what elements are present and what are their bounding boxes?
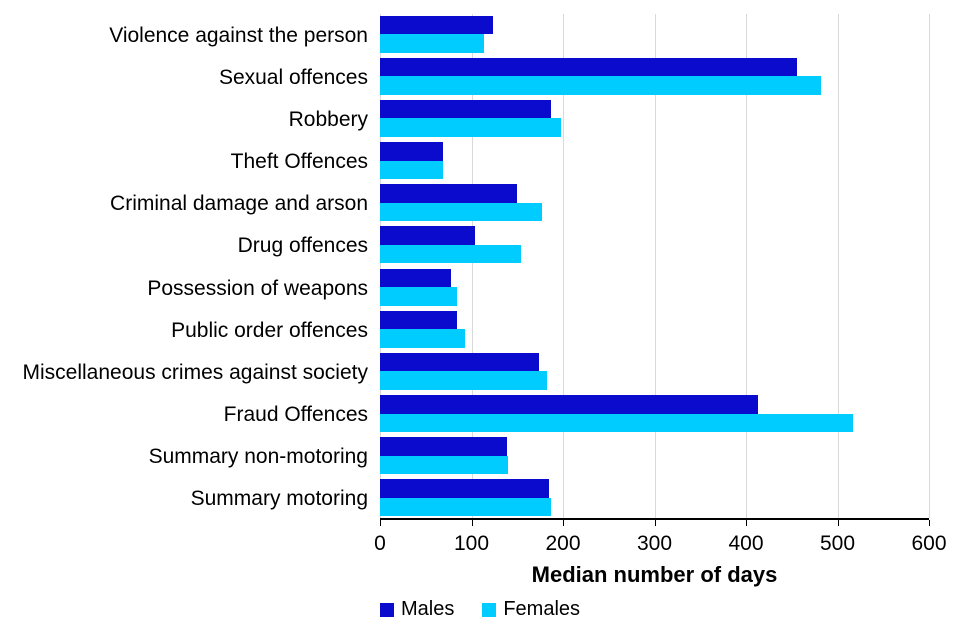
bar-males-8 (380, 310, 457, 330)
x-tick-mark-200 (563, 520, 564, 526)
bar-males-9 (380, 352, 540, 372)
category-label-12: Summary motoring (190, 487, 368, 511)
gridline-600 (929, 14, 930, 518)
x-tick-mark-600 (929, 520, 930, 526)
category-label-6: Drug offences (237, 234, 368, 258)
bar-females-11 (380, 455, 509, 475)
legend-swatch-females (482, 602, 497, 617)
legend-item-females: Females (482, 598, 580, 621)
gridline-200 (563, 14, 564, 518)
legend: Males Females (0, 598, 960, 621)
legend-swatch-males (379, 602, 394, 617)
category-label-9: Miscellaneous crimes against society (22, 360, 368, 384)
x-tick-label-0: 0 (374, 532, 386, 555)
bar-females-12 (380, 497, 552, 517)
bar-females-9 (380, 371, 547, 390)
bar-males-4 (380, 142, 444, 161)
gridline-500 (837, 14, 839, 518)
bar-females-5 (380, 202, 542, 222)
bar-females-6 (380, 244, 521, 264)
category-label-8: Public order offences (171, 318, 368, 342)
bar-males-2 (380, 57, 798, 77)
x-tick-mark-0 (380, 520, 381, 526)
legend-label-females: Females (503, 598, 581, 620)
category-label-5: Criminal damage and arson (110, 192, 368, 216)
x-tick-label-500: 500 (819, 532, 856, 555)
gridline-300 (654, 14, 656, 518)
gridline-100 (471, 14, 473, 518)
bar-males-10 (380, 395, 758, 414)
x-tick-mark-100 (471, 520, 473, 526)
x-tick-label-200: 200 (545, 532, 581, 555)
bar-males-12 (380, 479, 550, 498)
category-label-7: Possession of weapons (147, 276, 368, 300)
category-label-2: Sexual offences (218, 65, 368, 89)
x-tick-label-400: 400 (728, 532, 764, 555)
category-label-3: Robbery (288, 107, 368, 131)
x-axis-title: Median number of days (531, 562, 778, 587)
bar-females-3 (380, 118, 562, 137)
category-label-1: Violence against the person (109, 23, 368, 47)
category-label-10: Fraud Offences (223, 403, 368, 427)
x-tick-mark-500 (837, 520, 839, 526)
x-tick-mark-300 (654, 520, 656, 526)
x-tick-label-600: 600 (911, 532, 947, 555)
bar-females-7 (380, 287, 457, 306)
bar-females-1 (380, 34, 485, 53)
x-tick-label-100: 100 (453, 532, 490, 555)
bar-females-8 (380, 329, 466, 348)
legend-item-males: Males (379, 598, 455, 621)
bar-females-2 (380, 76, 822, 95)
x-tick-mark-400 (746, 520, 747, 526)
bar-males-11 (380, 437, 508, 456)
bar-males-3 (380, 99, 552, 119)
legend-label-males: Males (400, 598, 455, 620)
category-label-11: Summary non-motoring (148, 445, 368, 469)
gridline-400 (746, 14, 747, 518)
bar-males-7 (380, 268, 452, 287)
plot-area (380, 14, 930, 520)
gridline-0 (380, 14, 381, 518)
category-label-4: Theft Offences (230, 150, 368, 174)
bar-males-5 (380, 184, 518, 203)
bar-males-1 (380, 15, 494, 34)
x-tick-label-300: 300 (636, 532, 673, 555)
bar-males-6 (380, 226, 476, 245)
bar-females-10 (380, 413, 854, 432)
bar-females-4 (380, 160, 444, 179)
